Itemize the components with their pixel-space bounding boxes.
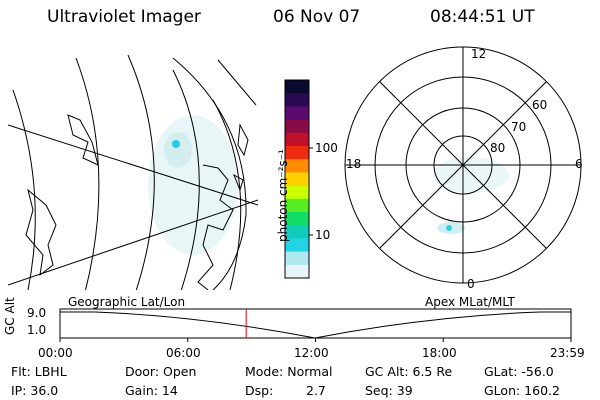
colorbar-tick-100: 100 [315, 141, 338, 155]
colorbar-band [285, 198, 309, 213]
observation-time: 08:44:51 UT [430, 7, 535, 27]
timeline-y-axis-label: GC Alt [3, 297, 17, 335]
dsp-label: Dsp: [245, 383, 274, 398]
lat-label-80: 80 [490, 141, 506, 155]
colorbar-band [285, 146, 309, 160]
colorbar-band [285, 119, 309, 134]
timeline-y-bottom: 1.0 [27, 323, 47, 337]
orbit-altitude-timeline [59, 308, 572, 342]
colorbar-band [285, 212, 309, 226]
mlt-label-6: 6 [575, 157, 583, 171]
ip-readout: IP: 36.0 [11, 383, 59, 398]
glat-readout: GLat: -56.0 [484, 364, 554, 379]
seq-readout: Seq: 39 [365, 383, 413, 398]
timeline-y-top: 9.0 [27, 306, 47, 320]
mlt-label-18: 18 [346, 157, 362, 171]
polar-plot [344, 46, 582, 284]
lat-label-60: 60 [532, 98, 548, 112]
mode-readout: Mode: Normal [245, 364, 333, 379]
geographic-map [8, 54, 258, 290]
colorbar-band [285, 251, 309, 266]
timeline-tick-0600: 06:00 [166, 346, 201, 360]
glon-readout: GLon: 160.2 [484, 383, 560, 398]
colorbar-band [285, 238, 309, 253]
timeline-tick-1200: 12:00 [294, 346, 329, 360]
timeline-tick-2359: 23:59 [550, 346, 585, 360]
colorbar-band [285, 106, 309, 121]
gc-alt-readout: GC Alt: 6.5 Re [365, 364, 453, 379]
colorbar-band [285, 172, 309, 187]
door-readout: Door: Open [125, 364, 197, 379]
colorbar-band [285, 185, 309, 200]
colorbar-band [285, 225, 309, 239]
mlt-label-12: 12 [471, 47, 487, 61]
geographic-panel-label: Geographic Lat/Lon [68, 295, 186, 309]
colorbar-band [285, 132, 309, 147]
colorbar-band [285, 93, 309, 107]
dsp-value: 2.7 [306, 383, 326, 398]
apex-panel-label: Apex MLat/MLT [425, 295, 515, 309]
filter-readout: Flt: LBHL [11, 364, 67, 379]
colorbar-tick-10: 10 [315, 228, 331, 242]
colorbar-band [285, 80, 309, 94]
observation-date: 06 Nov 07 [273, 7, 361, 27]
mlt-label-0: 0 [467, 277, 475, 291]
colorbar-band [285, 264, 309, 279]
instrument-title: Ultraviolet Imager [47, 7, 201, 27]
gain-readout: Gain: 14 [125, 383, 178, 398]
timeline-tick-1800: 18:00 [422, 346, 457, 360]
lat-label-70: 70 [511, 120, 527, 134]
colorbar-band [285, 159, 309, 173]
colorbar-unit-label: photon cm⁻²s⁻¹ [276, 149, 290, 242]
timeline-tick-0000: 00:00 [38, 346, 73, 360]
colorbar [284, 79, 313, 279]
altitude-curve [60, 311, 571, 339]
